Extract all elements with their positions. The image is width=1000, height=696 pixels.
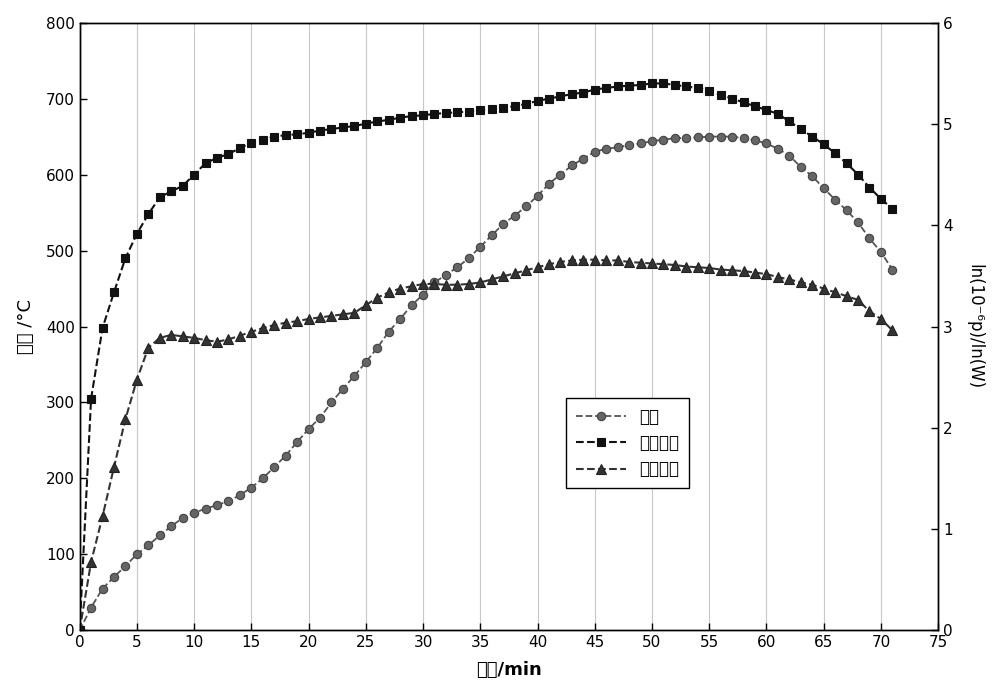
入射功率 [188,171,200,179]
温度 [532,191,544,200]
温度 [188,509,200,517]
反射功率 [886,326,898,335]
X-axis label: 时间/min: 时间/min [476,661,542,679]
反射功率 [348,308,360,317]
温度 [886,265,898,274]
入射功率 [532,97,544,105]
Line: 温度: 温度 [75,132,897,635]
入射功率 [623,81,635,90]
反射功率 [74,626,86,635]
反射功率 [532,263,544,271]
Legend: 温度, 入射功率, 反射功率: 温度, 入射功率, 反射功率 [566,397,689,489]
反射功率 [577,255,589,264]
温度 [703,132,715,141]
反射功率 [600,256,612,264]
Y-axis label: 温度 /°C: 温度 /°C [17,299,35,354]
Line: 反射功率: 反射功率 [75,255,897,635]
入射功率 [268,132,280,141]
温度 [74,626,86,635]
入射功率 [646,79,658,88]
温度 [589,148,601,156]
反射功率 [268,321,280,329]
入射功率 [886,205,898,213]
入射功率 [74,626,86,635]
Y-axis label: ln(10⁻⁶p)/ln(W): ln(10⁻⁶p)/ln(W) [965,264,983,389]
温度 [268,463,280,471]
温度 [623,141,635,149]
入射功率 [589,86,601,94]
Line: 入射功率: 入射功率 [75,79,897,635]
反射功率 [188,334,200,342]
入射功率 [348,122,360,130]
温度 [348,372,360,380]
反射功率 [635,258,647,267]
